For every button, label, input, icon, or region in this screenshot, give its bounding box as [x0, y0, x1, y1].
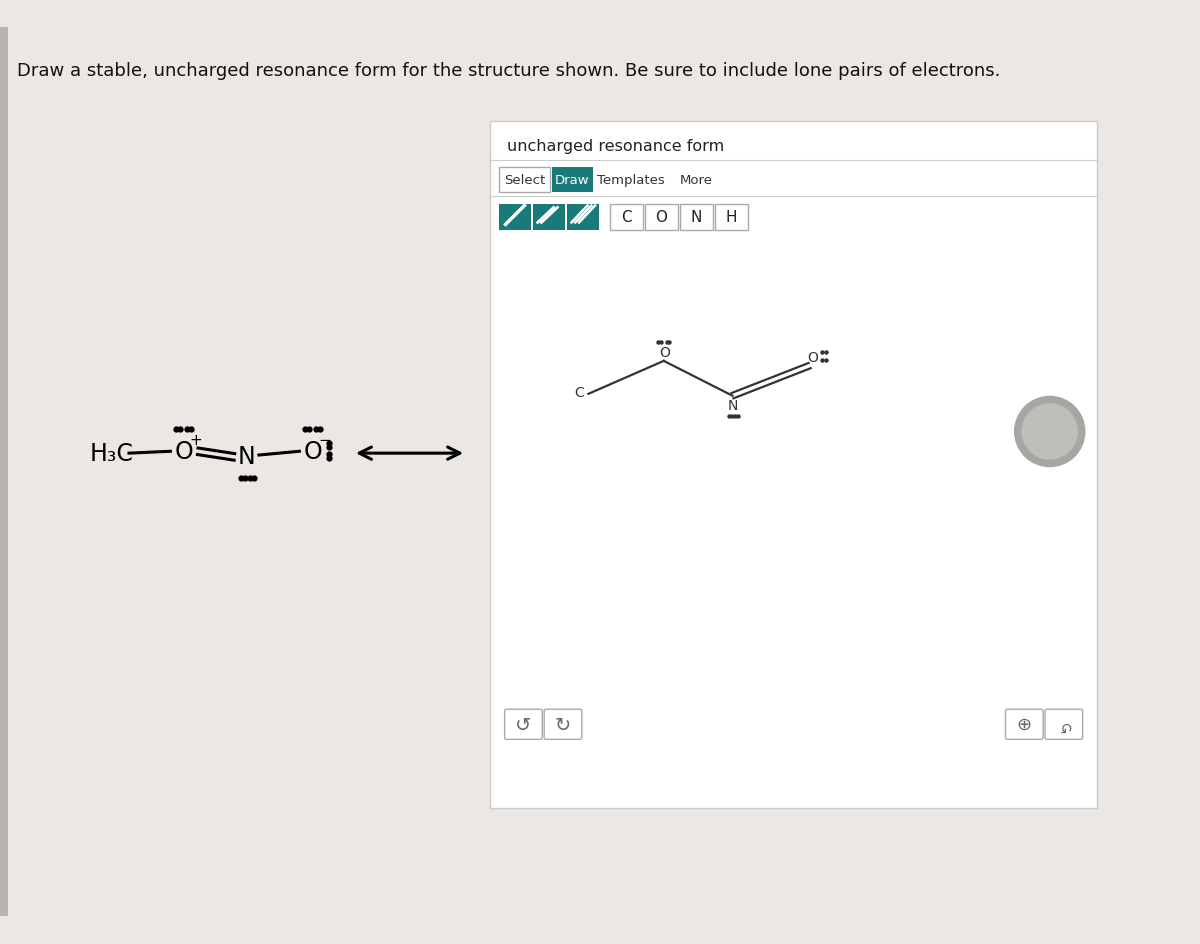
Text: +: + [190, 432, 203, 447]
Bar [566, 205, 599, 230]
Text: N: N [727, 398, 738, 413]
Text: C: C [622, 211, 632, 225]
Text: H₃C: H₃C [90, 442, 133, 465]
Text: Draw a stable, uncharged resonance form for the structure shown. Be sure to incl: Draw a stable, uncharged resonance form … [17, 62, 1001, 80]
Text: Select: Select [504, 174, 545, 187]
Text: N: N [690, 211, 702, 225]
Bar [0, 27, 7, 917]
Text: O: O [174, 440, 193, 464]
Bar [679, 205, 713, 230]
Text: uncharged resonance form: uncharged resonance form [506, 139, 724, 154]
FancyBboxPatch shape [1006, 710, 1043, 739]
Text: ↺: ↺ [515, 715, 532, 734]
Text: N: N [238, 445, 256, 468]
Text: ↻: ↻ [554, 715, 571, 734]
FancyBboxPatch shape [544, 710, 582, 739]
Circle shape [1014, 396, 1086, 468]
Text: Templates: Templates [596, 174, 665, 187]
Text: O: O [808, 351, 818, 364]
Text: O: O [304, 440, 322, 464]
Text: O: O [659, 346, 670, 360]
Text: −: − [318, 432, 331, 447]
FancyBboxPatch shape [1045, 710, 1082, 739]
Circle shape [1021, 404, 1078, 461]
FancyBboxPatch shape [505, 710, 542, 739]
Bar [552, 168, 593, 194]
Bar [499, 168, 550, 194]
Bar [644, 205, 678, 230]
Bar [490, 122, 1097, 808]
Text: Draw: Draw [556, 174, 589, 187]
Bar [533, 205, 565, 230]
Text: ↺: ↺ [1057, 717, 1070, 732]
Bar [499, 205, 530, 230]
Text: O: O [655, 211, 667, 225]
Text: C: C [574, 385, 584, 399]
Bar [610, 205, 643, 230]
Text: H: H [725, 211, 737, 225]
Text: ⊕: ⊕ [1016, 716, 1032, 733]
Bar [714, 205, 748, 230]
Text: More: More [680, 174, 713, 187]
